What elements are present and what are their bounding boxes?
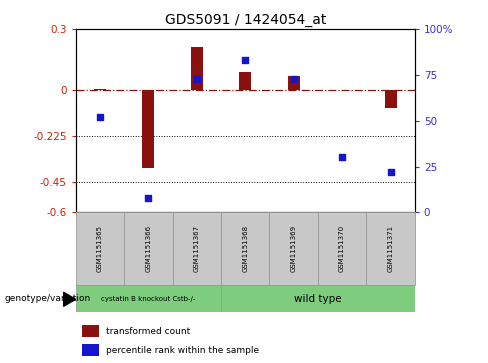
FancyBboxPatch shape bbox=[124, 212, 173, 285]
FancyBboxPatch shape bbox=[76, 212, 124, 285]
Text: GSM1151365: GSM1151365 bbox=[97, 225, 103, 272]
Point bbox=[386, 169, 394, 175]
Text: GSM1151369: GSM1151369 bbox=[291, 225, 297, 272]
Text: transformed count: transformed count bbox=[106, 327, 190, 336]
Text: percentile rank within the sample: percentile rank within the sample bbox=[106, 346, 259, 355]
FancyBboxPatch shape bbox=[318, 212, 366, 285]
Point bbox=[338, 155, 346, 160]
FancyBboxPatch shape bbox=[76, 285, 221, 312]
Text: GSM1151371: GSM1151371 bbox=[387, 225, 394, 272]
Bar bbox=[82, 344, 100, 356]
Bar bbox=[142, 90, 154, 168]
Point bbox=[242, 57, 249, 63]
FancyBboxPatch shape bbox=[221, 285, 415, 312]
Text: GSM1151368: GSM1151368 bbox=[242, 225, 248, 272]
Text: GSM1151367: GSM1151367 bbox=[194, 225, 200, 272]
Bar bbox=[191, 48, 203, 90]
Bar bbox=[239, 72, 251, 90]
Point bbox=[96, 114, 104, 120]
Point bbox=[290, 76, 298, 81]
Bar bbox=[82, 325, 100, 337]
Point bbox=[144, 195, 152, 201]
Polygon shape bbox=[63, 292, 76, 306]
FancyBboxPatch shape bbox=[173, 212, 221, 285]
Bar bbox=[287, 76, 300, 90]
FancyBboxPatch shape bbox=[221, 212, 269, 285]
FancyBboxPatch shape bbox=[366, 212, 415, 285]
Text: cystatin B knockout Cstb-/-: cystatin B knockout Cstb-/- bbox=[101, 295, 196, 302]
Text: genotype/variation: genotype/variation bbox=[5, 294, 91, 303]
Text: wild type: wild type bbox=[294, 294, 342, 303]
Bar bbox=[385, 90, 397, 109]
Title: GDS5091 / 1424054_at: GDS5091 / 1424054_at bbox=[164, 13, 326, 26]
Point bbox=[193, 76, 201, 81]
Bar bbox=[94, 89, 106, 90]
FancyBboxPatch shape bbox=[269, 212, 318, 285]
Text: GSM1151366: GSM1151366 bbox=[145, 225, 151, 272]
Text: GSM1151370: GSM1151370 bbox=[339, 225, 345, 272]
